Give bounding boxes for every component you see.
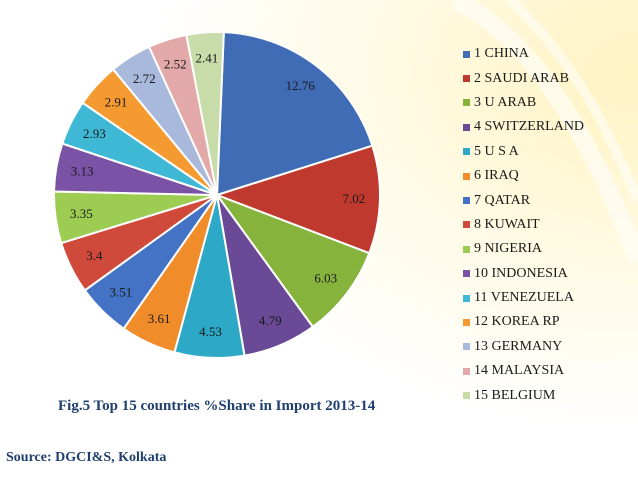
pie-slice-15 — [185, 31, 225, 196]
data-label-13: 2.72 — [133, 71, 156, 86]
legend-item-9: 9 NIGERIA — [463, 237, 584, 261]
legend-swatch-7 — [463, 197, 470, 205]
figure-caption: Fig.5 Top 15 countries %Share in Import … — [58, 398, 376, 414]
data-label-14: 2.52 — [164, 57, 187, 72]
legend-swatch-4 — [463, 123, 470, 131]
legend-item-8: 8 KUWAIT — [463, 213, 584, 237]
legend-item-15: 15 BELGIUM — [463, 383, 584, 407]
pie-slice-3 — [214, 192, 371, 329]
data-label-10: 3.13 — [71, 164, 94, 179]
data-label-8: 3.4 — [86, 248, 103, 263]
legend-swatch-13 — [463, 343, 470, 351]
legend-item-11: 11 VENEZUELA — [463, 286, 584, 310]
legend-item-3: 3 U ARAB — [463, 91, 584, 115]
legend-item-14: 14 MALAYSIA — [463, 359, 584, 383]
legend-label-13: 13 GERMANY — [474, 338, 563, 354]
legend-swatch-12 — [463, 318, 470, 326]
legend-swatch-15 — [463, 392, 470, 400]
legend-item-10: 10 INDONESIA — [463, 262, 584, 286]
legend-item-5: 5 U S A — [463, 140, 584, 164]
legend-label-9: 9 NIGERIA — [474, 241, 543, 257]
legend-swatch-5 — [463, 148, 470, 156]
legend-swatch-6 — [463, 172, 470, 180]
data-label-2: 7.02 — [343, 191, 366, 206]
legend-label-1: 1 CHINA — [474, 46, 529, 62]
data-label-15: 2.41 — [196, 50, 219, 65]
data-label-5: 4.53 — [199, 324, 222, 339]
legend-swatch-8 — [463, 221, 470, 229]
legend-swatch-1 — [463, 50, 470, 58]
data-label-1: 12.76 — [286, 78, 316, 93]
legend-label-5: 5 U S A — [474, 143, 519, 159]
legend-swatch-14 — [463, 367, 470, 375]
legend-label-14: 14 MALAYSIA — [474, 363, 565, 379]
pie-slice-2 — [213, 144, 381, 255]
legend-label-8: 8 KUWAIT — [474, 216, 540, 232]
source-note: Source: DGCI&S, Kolkata — [6, 450, 167, 465]
data-label-7: 3.51 — [110, 285, 133, 300]
legend-swatch-3 — [463, 99, 470, 107]
data-label-4: 4.79 — [259, 313, 282, 328]
legend-swatch-10 — [463, 270, 470, 278]
legend-swatch-2 — [463, 75, 470, 83]
legend-item-1: 1 CHINA — [463, 42, 584, 66]
legend-label-3: 3 U ARAB — [474, 94, 537, 110]
legend-swatch-9 — [463, 245, 470, 253]
legend-label-6: 6 IRAQ — [474, 168, 519, 184]
legend-item-7: 7 QATAR — [463, 188, 584, 212]
legend-label-10: 10 INDONESIA — [474, 265, 568, 281]
legend-swatch-11 — [463, 294, 470, 302]
data-label-6: 3.61 — [148, 311, 171, 326]
legend-item-2: 2 SAUDI ARAB — [463, 66, 584, 90]
legend-label-12: 12 KOREA RP — [474, 314, 560, 330]
pie-slice-1 — [215, 31, 374, 197]
data-label-3: 6.03 — [314, 270, 337, 285]
data-label-9: 3.35 — [70, 206, 93, 221]
legend-label-2: 2 SAUDI ARAB — [474, 70, 569, 86]
legend-item-4: 4 SWITZERLAND — [463, 115, 584, 139]
legend-label-15: 15 BELGIUM — [474, 387, 556, 403]
legend-label-4: 4 SWITZERLAND — [474, 119, 585, 135]
data-label-11: 2.93 — [83, 126, 106, 141]
data-label-12: 2.91 — [105, 95, 128, 110]
legend-item-6: 6 IRAQ — [463, 164, 584, 188]
legend-item-13: 13 GERMANY — [463, 335, 584, 359]
legend-item-12: 12 KOREA RP — [463, 310, 584, 334]
legend-label-11: 11 VENEZUELA — [474, 290, 574, 306]
chart-legend: 1 CHINA 2 SAUDI ARAB 3 U ARAB 4 SWITZERLAND… — [463, 42, 584, 408]
legend-label-7: 7 QATAR — [474, 192, 531, 208]
